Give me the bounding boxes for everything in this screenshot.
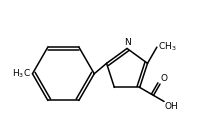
- Text: O: O: [161, 74, 168, 84]
- Text: N: N: [124, 38, 130, 47]
- Text: $\mathregular{CH_3}$: $\mathregular{CH_3}$: [158, 40, 176, 53]
- Text: $\mathregular{H_3C}$: $\mathregular{H_3C}$: [12, 68, 31, 80]
- Text: OH: OH: [165, 102, 178, 111]
